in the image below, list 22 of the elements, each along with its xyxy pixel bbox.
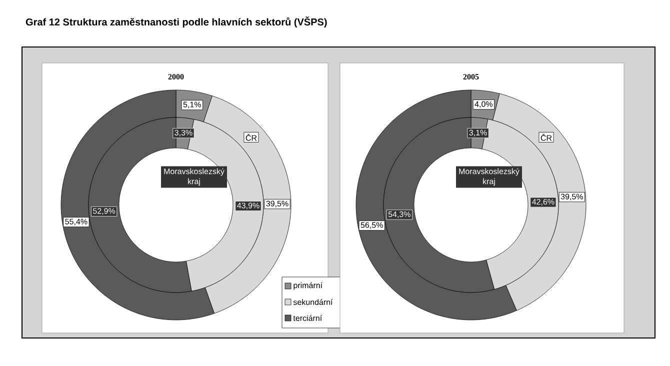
slice-label: Moravskoslezský kraj: [164, 168, 224, 186]
slice-label: ČR: [246, 134, 257, 141]
data-label: 39,5%: [266, 200, 288, 208]
data-label: 3,1%: [469, 130, 487, 136]
text: Graf 12 Struktura zaměstnanosti podle hlavních sektorů (VŠPS): [26, 16, 327, 28]
legend-label: primární: [294, 282, 323, 290]
slice-label: Moravskoslezský kraj: [459, 168, 520, 186]
data-label: 56,5%: [360, 222, 383, 229]
legend-label: sekundární: [293, 298, 333, 305]
chart-title: 2005: [463, 74, 479, 80]
data-label: 55,4%: [65, 218, 88, 226]
data-label: 42,6%: [532, 198, 554, 206]
data-label: 39,5%: [560, 194, 583, 200]
legend-label: terciární: [293, 314, 322, 321]
data-label: 4,0%: [474, 101, 493, 108]
chart-title: 2000: [168, 74, 184, 80]
data-label: 3,3%: [174, 130, 192, 136]
data-label: 54,3%: [388, 211, 410, 218]
slice-label: ČR: [540, 134, 552, 141]
data-label: 43,9%: [237, 202, 260, 210]
data-label: 52,9%: [93, 208, 116, 215]
data-label: 5,1%: [183, 102, 201, 108]
